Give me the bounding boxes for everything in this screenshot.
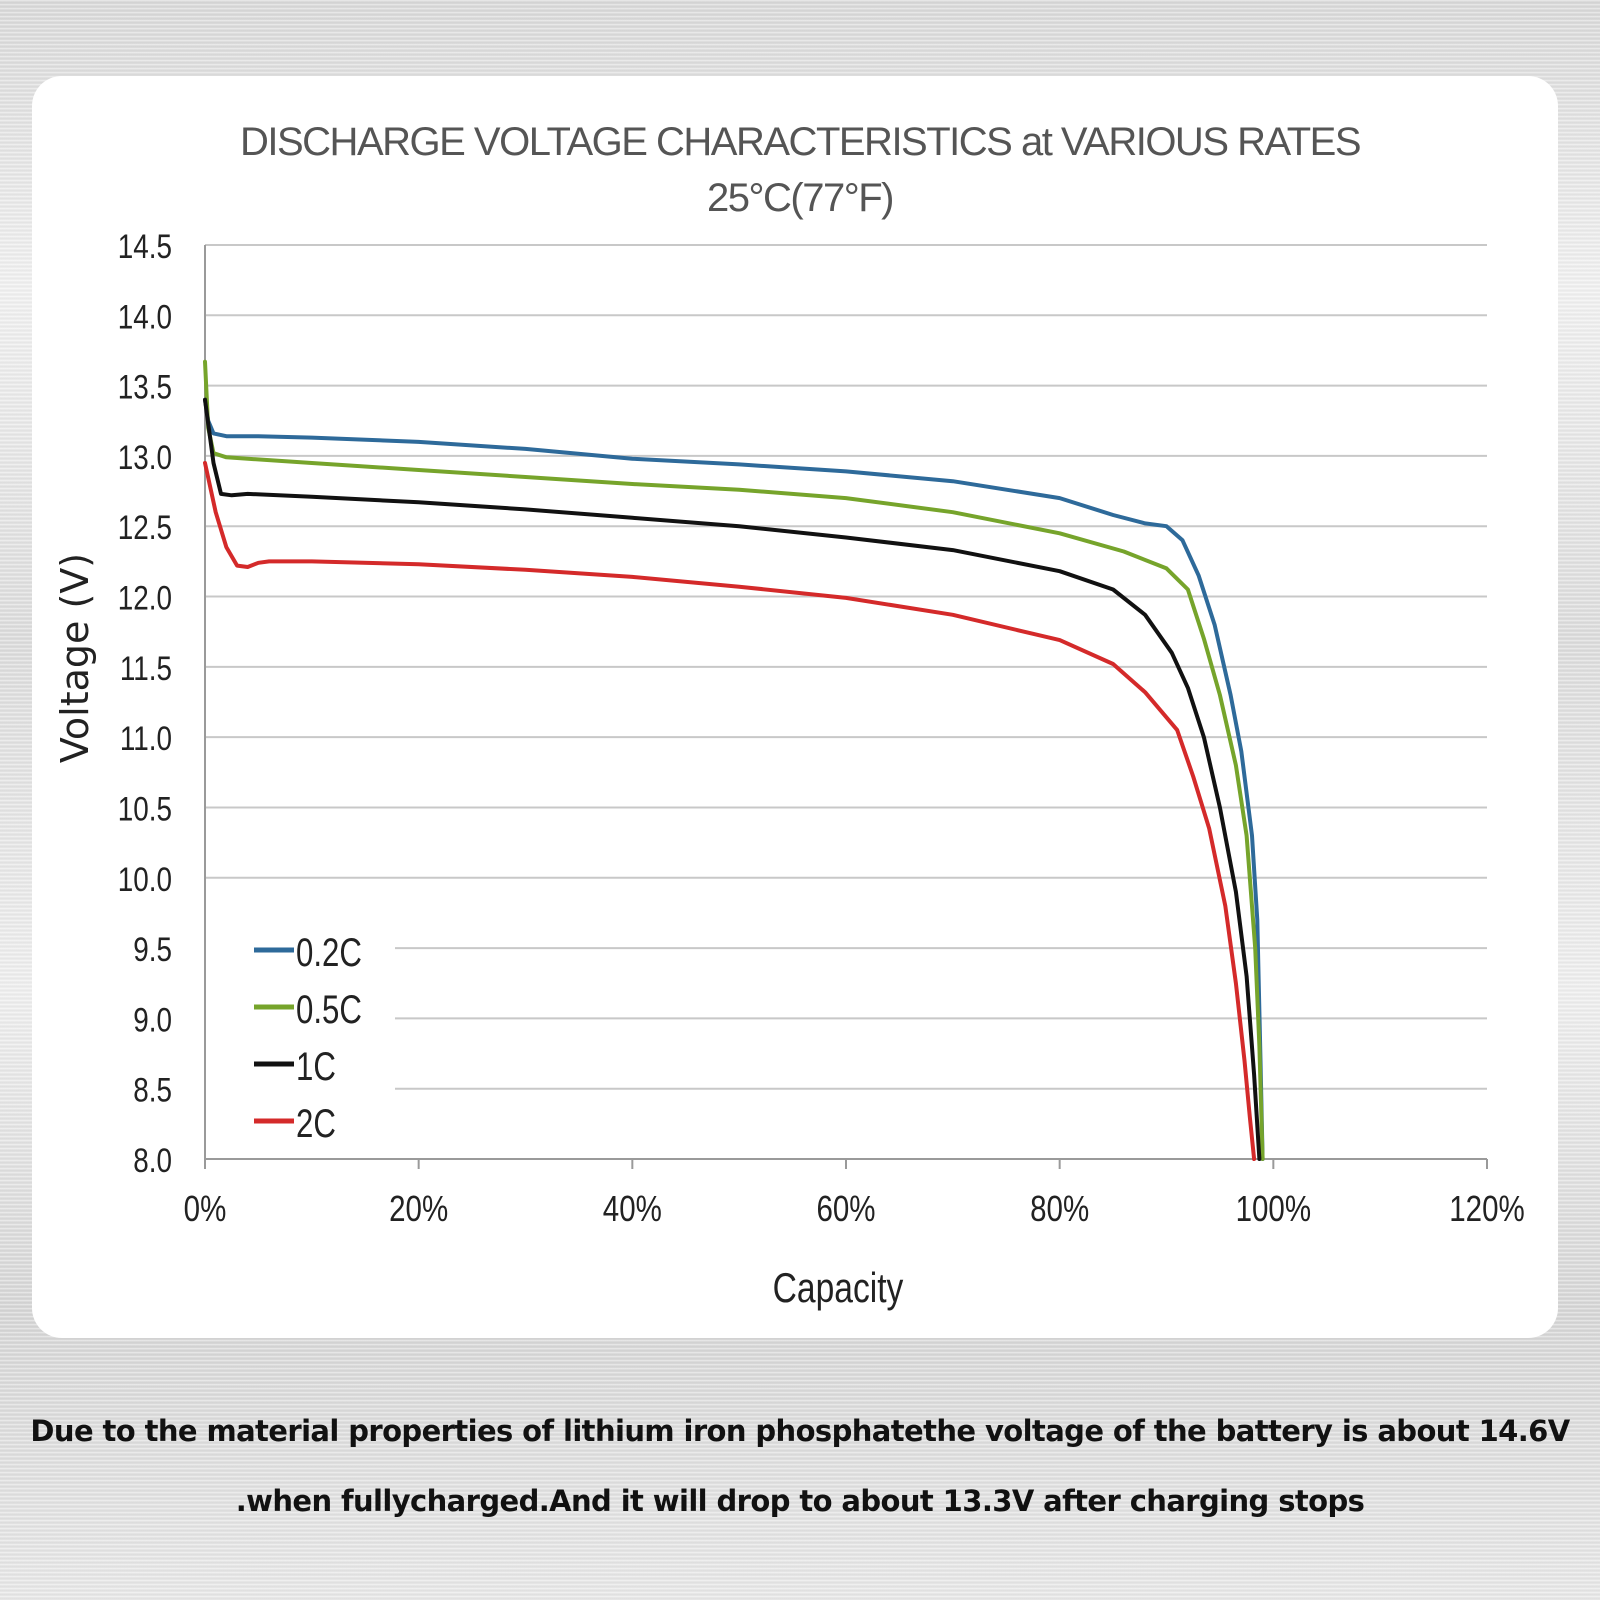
series-line-0-2C — [203, 397, 1265, 1161]
y-axis-title: Voltage (V) — [53, 553, 97, 763]
y-tick-label: 11.0 — [120, 720, 172, 758]
series-line-2C — [203, 461, 1257, 1161]
caption-line-2: .when fullycharged.And it will drop to a… — [235, 1484, 1365, 1518]
caption-line-1: Due to the material properties of lithiu… — [30, 1414, 1570, 1448]
x-tick-label: 60% — [816, 1188, 875, 1228]
chart-card — [32, 76, 1558, 1338]
y-tick-label: 14.0 — [118, 298, 172, 336]
y-tick-label: 13.5 — [118, 368, 172, 406]
y-tick-label: 12.0 — [118, 579, 172, 617]
y-tick-label: 8.0 — [133, 1141, 172, 1179]
y-tick-label: 12.5 — [118, 509, 172, 547]
x-tick-label: 120% — [1449, 1188, 1524, 1228]
series-line-0-5C — [203, 359, 1265, 1161]
x-tick-label: 20% — [389, 1188, 448, 1228]
legend-layer: 0.2C 0.5C 1C 2C — [254, 930, 362, 1146]
x-axis-title: Capacity — [773, 1266, 904, 1312]
y-tick-label: 9.5 — [133, 930, 172, 968]
x-tick-label: 40% — [603, 1188, 662, 1228]
legend-label: 0.2C — [296, 930, 362, 975]
y-tick-label: 10.5 — [118, 790, 172, 828]
legend-label: 2C — [296, 1101, 336, 1146]
legend-label: 0.5C — [296, 987, 362, 1032]
y-tick-label: 13.0 — [118, 438, 172, 476]
y-tick-label: 9.0 — [133, 1001, 172, 1039]
axis-layer: 14.5 14.0 13.5 13.0 12.5 12.0 11.5 11.0 10.5 10.0… — [53, 227, 1525, 1312]
grid-layer — [205, 244, 1487, 1160]
series-layer — [203, 359, 1265, 1161]
legend-label: 1C — [296, 1044, 336, 1089]
y-tick-label: 10.0 — [118, 860, 172, 898]
x-tick-label: 80% — [1030, 1188, 1089, 1228]
y-tick-label: 14.5 — [118, 227, 172, 265]
chart-title: DISCHARGE VOLTAGE CHARACTERISTICS at VAR… — [239, 120, 1362, 164]
y-tick-label: 8.5 — [133, 1071, 172, 1109]
series-line-1C — [203, 397, 1262, 1161]
chart-subtitle: 25°C(77°F) — [707, 176, 894, 220]
x-tick-label: 100% — [1236, 1188, 1311, 1228]
x-tick-label: 0% — [184, 1188, 227, 1228]
y-tick-label: 11.5 — [120, 649, 172, 687]
